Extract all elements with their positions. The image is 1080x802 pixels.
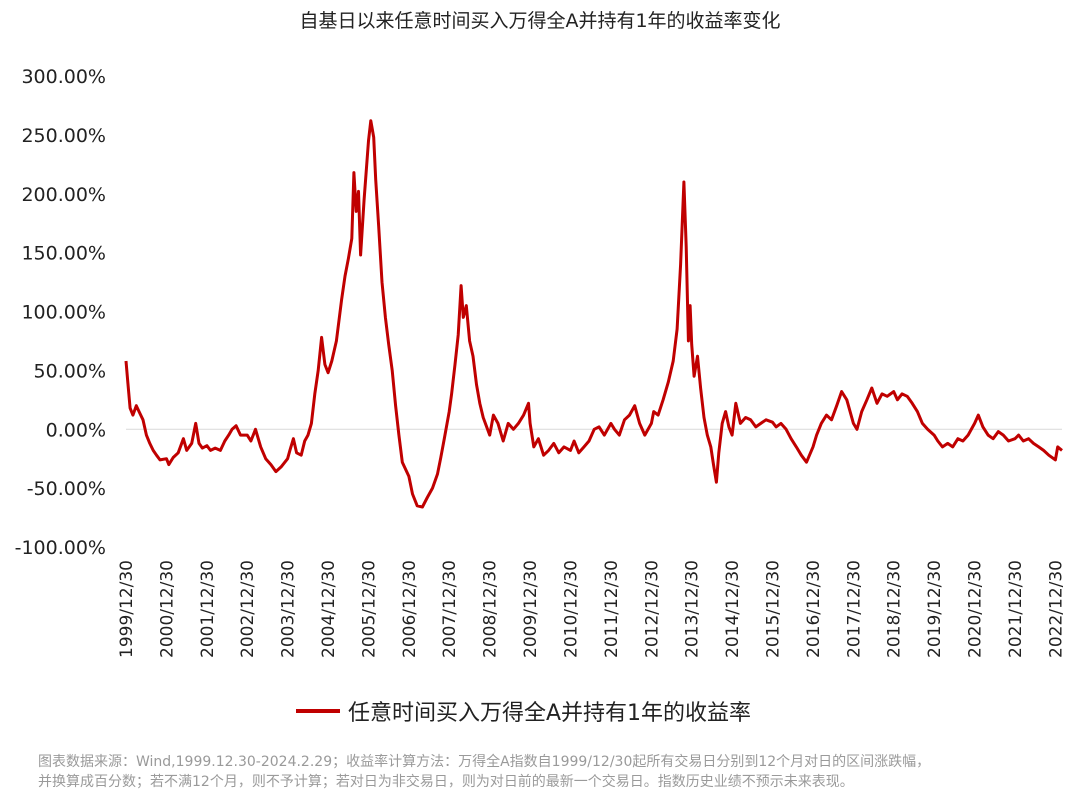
x-tick-label: 2019/12/30 [925, 560, 945, 658]
chart-title: 自基日以来任意时间买入万得全A并持有1年的收益率变化 [299, 10, 781, 32]
y-tick-label: 300.00% [21, 66, 106, 88]
footnote-line-1: 图表数据来源：Wind,1999.12.30-2024.2.29；收益率计算方法… [38, 754, 931, 770]
x-tick-label: 2018/12/30 [885, 560, 905, 658]
x-tick-label: 2003/12/30 [279, 560, 299, 658]
x-tick-label: 2021/12/30 [1006, 560, 1026, 658]
y-tick-label: 50.00% [34, 360, 106, 382]
x-tick-label: 2001/12/30 [198, 560, 218, 658]
x-tick-label: 2002/12/30 [238, 560, 258, 658]
x-tick-label: 2022/12/30 [1046, 560, 1066, 658]
x-tick-label: 2005/12/30 [359, 560, 379, 658]
y-tick-label: 100.00% [21, 302, 106, 324]
y-tick-label: -50.00% [27, 478, 106, 500]
y-tick-label: 0.00% [46, 419, 106, 441]
x-axis: 1999/12/30 2000/12/30 2001/12/30 2002/12/30… [117, 560, 1066, 658]
x-tick-label: 2006/12/30 [400, 560, 420, 658]
legend: 任意时间买入万得全A并持有1年的收益率 [296, 694, 751, 728]
x-tick-label: 2010/12/30 [561, 560, 581, 658]
x-tick-label: 2009/12/30 [521, 560, 541, 658]
x-tick-label: 2004/12/30 [319, 560, 339, 658]
y-axis: 300.00% 250.00% 200.00% 150.00% 100.00% 50.00… [15, 66, 106, 559]
x-tick-label: 2014/12/30 [723, 560, 743, 658]
x-tick-label: 2017/12/30 [844, 560, 864, 658]
x-tick-label: 2000/12/30 [157, 560, 177, 658]
y-tick-label: 150.00% [21, 243, 106, 265]
x-tick-label: 2016/12/30 [804, 560, 824, 658]
y-tick-label: 250.00% [21, 125, 106, 147]
x-tick-label: 2008/12/30 [481, 560, 501, 658]
x-tick-label: 2007/12/30 [440, 560, 460, 658]
y-tick-label: -100.00% [15, 537, 106, 559]
x-tick-label: 1999/12/30 [117, 560, 137, 658]
x-tick-label: 2012/12/30 [642, 560, 662, 658]
y-tick-label: 200.00% [21, 184, 106, 206]
x-tick-label: 2015/12/30 [763, 560, 783, 658]
x-tick-label: 2011/12/30 [602, 560, 622, 658]
series-line [124, 119, 1063, 509]
x-tick-label: 2020/12/30 [966, 560, 986, 658]
x-tick-label: 2013/12/30 [683, 560, 703, 658]
legend-label: 任意时间买入万得全A并持有1年的收益率 [348, 701, 752, 726]
footnote: 图表数据来源：Wind,1999.12.30-2024.2.29；收益率计算方法… [38, 752, 1058, 792]
legend-swatch [296, 709, 340, 713]
footnote-line-2: 并换算成百分数；若不满12个月，则不予计算；若对日为非交易日，则为对日前的最新一… [38, 774, 854, 790]
